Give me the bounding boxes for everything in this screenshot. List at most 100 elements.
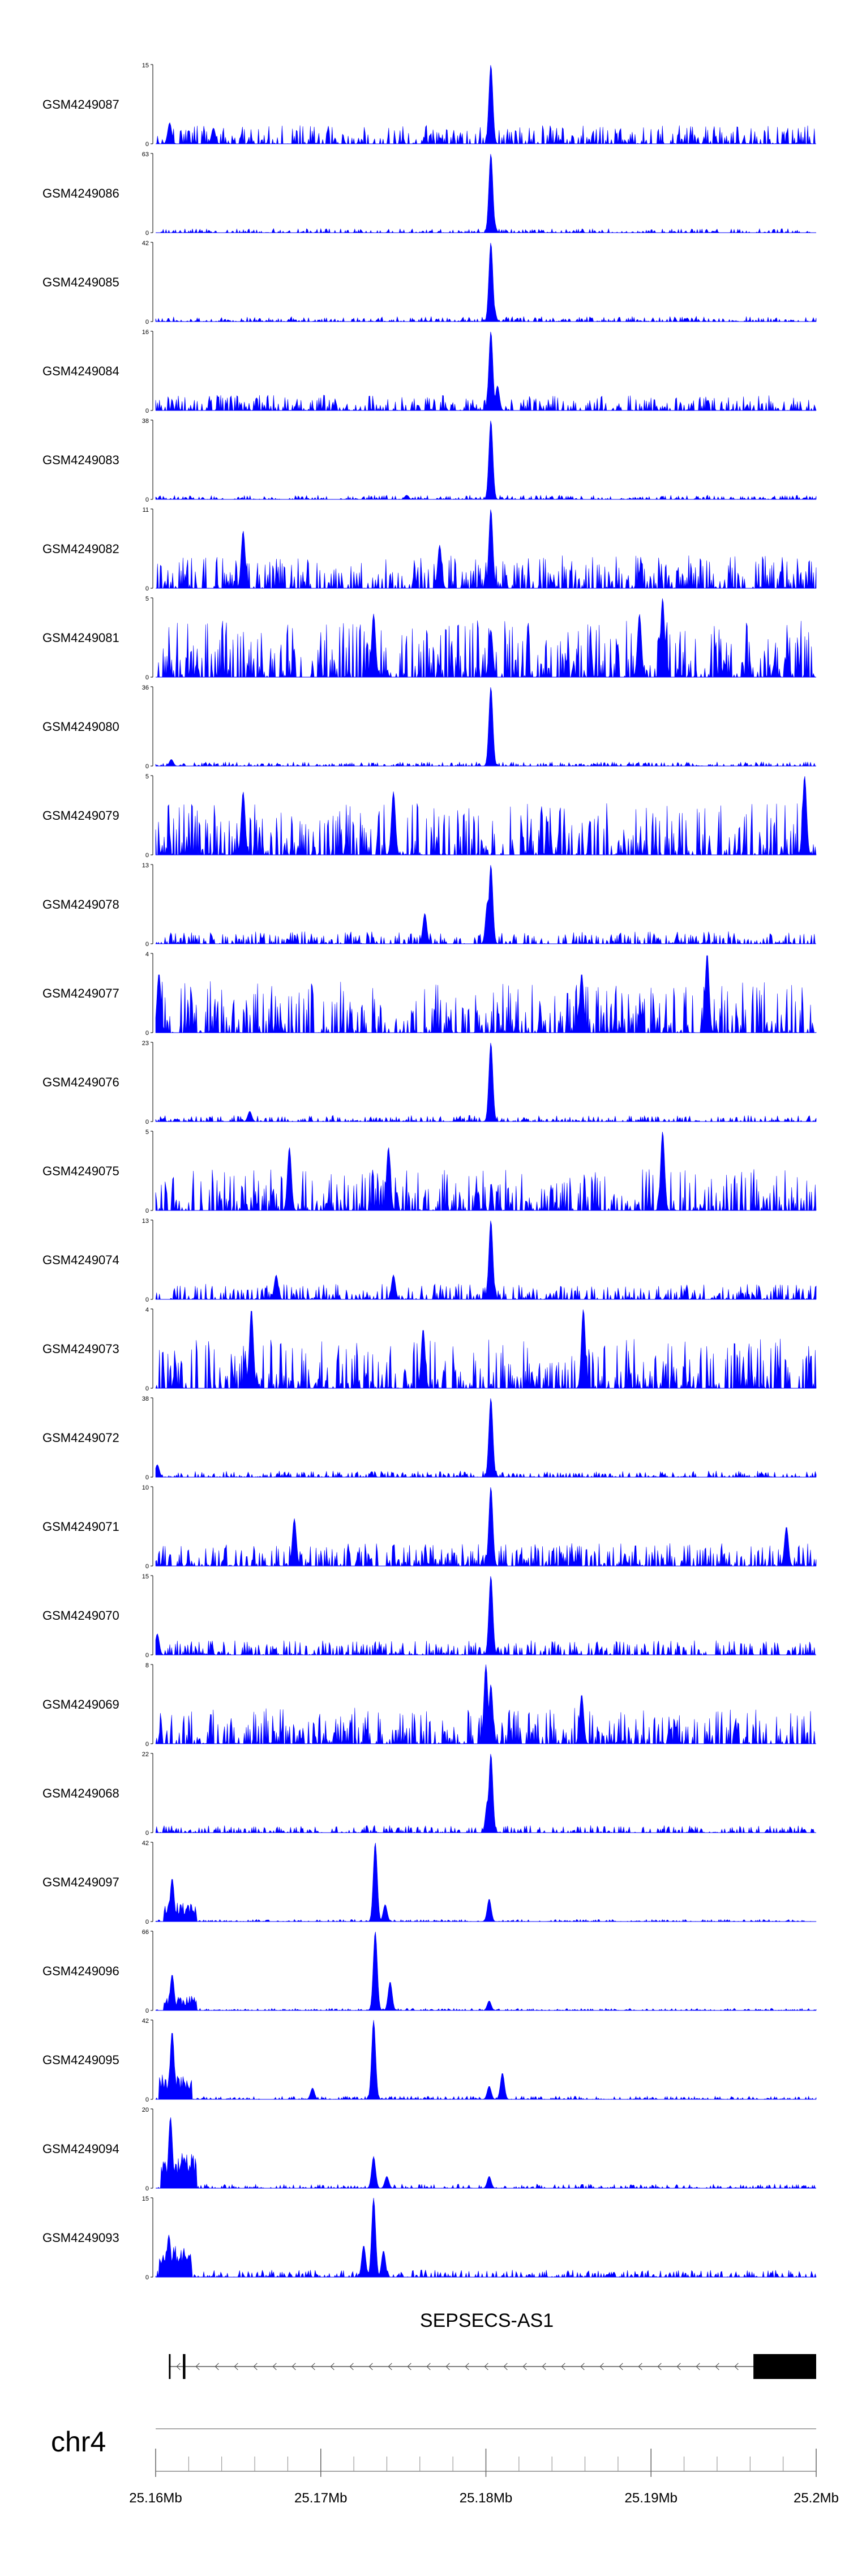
y-tick-label-max: 8	[145, 1662, 149, 1669]
signal-area	[155, 1753, 816, 1834]
track-label: GSM4249071	[42, 1520, 119, 1534]
track-label: GSM4249076	[42, 1075, 119, 1089]
track-GSM4249073: GSM4249073 4 0	[42, 1307, 817, 1392]
y-tick-label-max: 42	[142, 240, 149, 247]
y-tick-label-zero: 0	[145, 1030, 149, 1037]
strand-chevron	[272, 2363, 277, 2370]
signal-area	[155, 2117, 817, 2189]
track-label: GSM4249078	[42, 897, 119, 912]
strand-chevron	[215, 2363, 219, 2370]
signal-area	[155, 1931, 817, 2011]
gene-track: SEPSECS-AS1	[169, 2310, 816, 2379]
y-tick-label-zero: 0	[145, 319, 149, 326]
y-tick-label-zero: 0	[145, 1385, 149, 1392]
track-GSM4249077: GSM4249077 4 0	[42, 951, 817, 1037]
track-GSM4249070: GSM4249070 15 0	[42, 1573, 816, 1659]
track-GSM4249076: GSM4249076 23 0	[42, 1040, 817, 1126]
y-tick-label-zero: 0	[145, 585, 149, 592]
gene-name-label: SEPSECS-AS1	[420, 2310, 554, 2331]
y-tick-label-max: 38	[142, 1396, 149, 1402]
strand-chevron	[522, 2363, 527, 2370]
y-tick-label-max: 63	[142, 151, 149, 158]
y-tick-label-max: 20	[142, 2107, 149, 2113]
strand-chevron	[638, 2363, 642, 2370]
strand-chevron	[696, 2363, 700, 2370]
y-tick-label-zero: 0	[145, 1741, 149, 1748]
track-GSM4249069: GSM4249069 8 0	[42, 1662, 816, 1748]
strand-chevron	[542, 2363, 546, 2370]
strand-chevron	[195, 2363, 200, 2370]
y-tick-label-zero: 0	[145, 497, 149, 503]
y-tick-label-zero: 0	[145, 763, 149, 770]
y-tick-label-max: 23	[142, 1040, 149, 1047]
y-tick-label-max: 5	[145, 773, 149, 780]
signal-area	[156, 65, 816, 145]
axis-tick-label: 25.2Mb	[794, 2491, 839, 2506]
track-GSM4249096: GSM4249096 66 0	[42, 1929, 817, 2014]
track-label: GSM4249068	[42, 1786, 119, 1800]
track-GSM4249079: GSM4249079 5 0	[42, 773, 817, 859]
y-tick-label-max: 22	[142, 1751, 149, 1758]
y-tick-label-zero: 0	[145, 408, 149, 414]
strand-chevron	[734, 2363, 739, 2370]
signal-area	[156, 598, 816, 678]
track-label: GSM4249072	[42, 1431, 119, 1445]
signal-area	[155, 242, 817, 323]
track-label: GSM4249075	[42, 1164, 119, 1178]
track-label: GSM4249087	[42, 97, 119, 112]
y-tick-label-zero: 0	[145, 2008, 149, 2014]
strand-chevron	[676, 2363, 681, 2370]
strand-chevron	[407, 2363, 411, 2370]
track-GSM4249093: GSM4249093 15 0	[42, 2196, 817, 2281]
track-GSM4249081: GSM4249081 5 0	[42, 596, 816, 681]
strand-chevron	[657, 2363, 662, 2370]
signal-area	[155, 1664, 816, 1745]
y-tick-label-zero: 0	[145, 1830, 149, 1837]
track-label: GSM4249083	[42, 453, 119, 467]
track-GSM4249087: GSM4249087 15 0	[42, 62, 816, 148]
y-tick-label-zero: 0	[145, 1296, 149, 1303]
signal-area	[155, 1842, 817, 1922]
gene-exon	[169, 2354, 171, 2379]
track-label: GSM4249097	[42, 1875, 119, 1889]
signal-area	[155, 420, 817, 500]
track-GSM4249083: GSM4249083 38 0	[42, 418, 817, 503]
strand-chevron	[580, 2363, 585, 2370]
signal-area	[155, 331, 817, 412]
signal-area	[156, 153, 816, 234]
strand-chevron	[234, 2363, 238, 2370]
y-tick-label-zero: 0	[145, 674, 149, 681]
track-label: GSM4249095	[42, 2053, 119, 2067]
genome-axis: chr4 25.16Mb 25.17Mb 25.18Mb 25.19Mb 25.2Mb	[51, 2426, 839, 2506]
track-label: GSM4249080	[42, 720, 119, 734]
track-GSM4249072: GSM4249072 38 0	[42, 1396, 817, 1481]
track-GSM4249071: GSM4249071 10 0	[42, 1484, 817, 1570]
strand-chevron	[253, 2363, 258, 2370]
track-label: GSM4249081	[42, 631, 119, 645]
track-label: GSM4249096	[42, 1964, 119, 1978]
y-tick-label-zero: 0	[145, 941, 149, 948]
gene-exon	[183, 2354, 186, 2379]
y-tick-label-zero: 0	[145, 852, 149, 859]
y-tick-label-max: 5	[145, 596, 149, 602]
strand-chevron	[291, 2363, 296, 2370]
axis-tick-label: 25.17Mb	[294, 2491, 347, 2506]
signal-area	[155, 1398, 817, 1478]
track-label: GSM4249070	[42, 1608, 119, 1623]
track-GSM4249080: GSM4249080 36 0	[42, 684, 817, 770]
strand-chevron	[368, 2363, 373, 2370]
track-GSM4249097: GSM4249097 42 0	[42, 1840, 817, 1925]
y-tick-label-max: 36	[142, 684, 149, 691]
signal-area	[155, 2197, 817, 2278]
strand-chevron	[715, 2363, 719, 2370]
y-tick-label-zero: 0	[145, 1652, 149, 1659]
y-tick-label-max: 13	[142, 1218, 149, 1225]
strand-chevron	[619, 2363, 623, 2370]
strand-chevron	[465, 2363, 469, 2370]
signal-area	[155, 1576, 816, 1656]
strand-chevron	[445, 2363, 450, 2370]
signal-area	[155, 1220, 817, 1300]
gene-exon	[753, 2354, 816, 2379]
y-tick-label-max: 15	[142, 62, 149, 69]
